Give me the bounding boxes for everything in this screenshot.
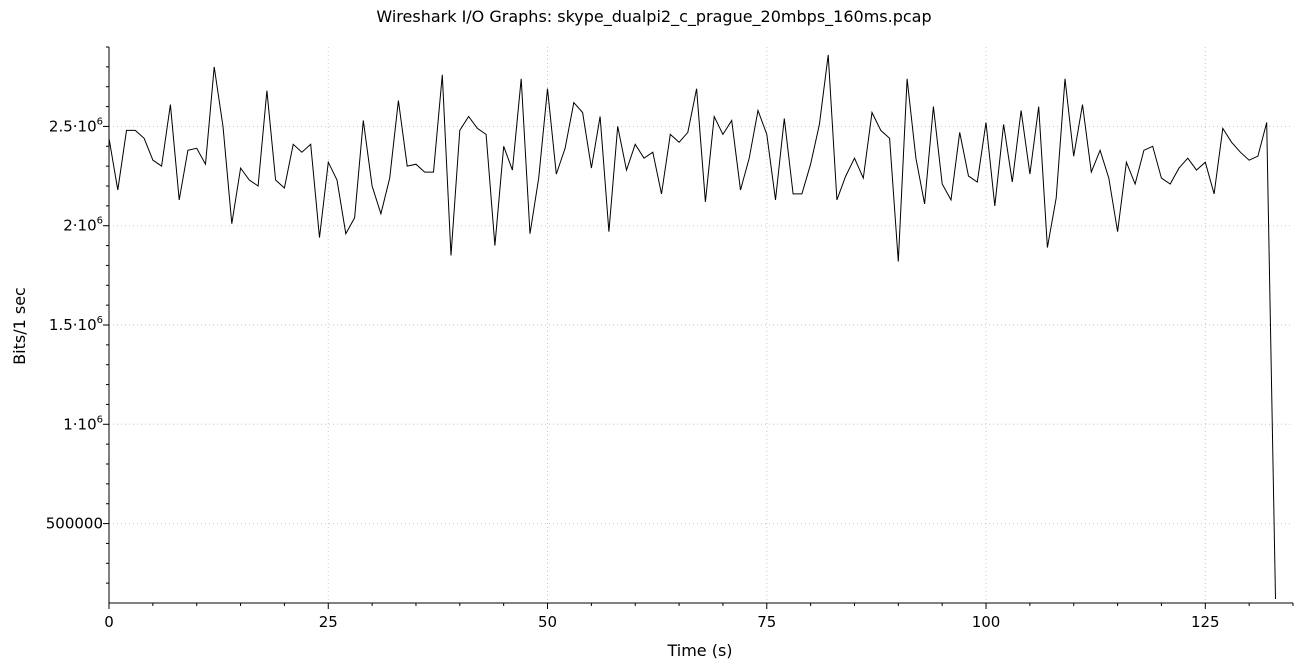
y-tick-label: 2·106 [63,216,103,235]
x-tick-label: 100 [972,613,1001,631]
y-tick-label: 2.5·106 [49,116,103,135]
x-tick-label: 75 [757,613,776,631]
grid [109,47,1293,603]
y-tick-label: 1.5·106 [49,315,103,334]
chart-title: Wireshark I/O Graphs: skype_dualpi2_c_pr… [376,7,931,27]
ticks: 0 25 50 75 100 125 500000 1·106 1.5·106 2·106 2.5·… [46,46,1294,631]
x-tick-label: 0 [104,613,114,631]
y-axis-label: Bits/1 sec [10,287,29,365]
y-tick-label: 500000 [46,515,103,533]
series-line [108,54,1276,600]
x-tick-label: 50 [538,613,557,631]
x-axis-label: Time (s) [666,641,732,660]
x-tick-label: 25 [319,613,338,631]
y-tick-label: 1·106 [63,414,103,433]
plot-area [108,54,1276,600]
x-tick-label: 125 [1191,613,1220,631]
